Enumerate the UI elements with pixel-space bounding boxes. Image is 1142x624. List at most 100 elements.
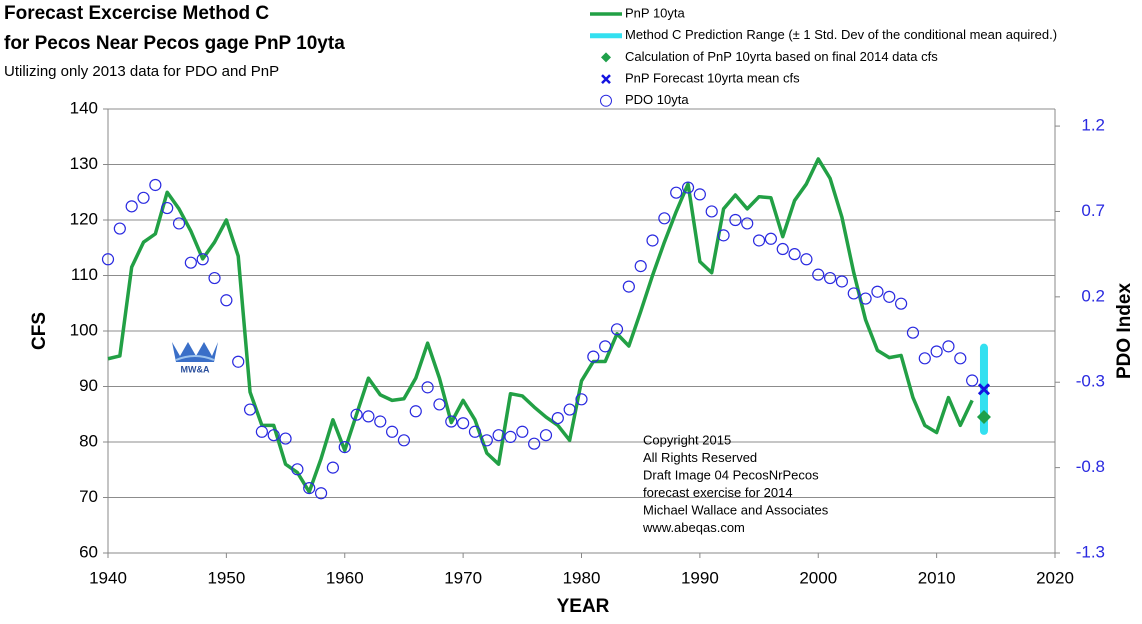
y-tick-label: 130 — [70, 154, 98, 173]
pdo-point — [823, 271, 837, 285]
y2-tick-label: -0.8 — [1076, 457, 1105, 476]
x-tick-label: 1950 — [207, 568, 245, 587]
pdo-point — [362, 410, 375, 423]
pdo-point — [717, 229, 730, 242]
annotation: www.abeqas.com — [642, 520, 745, 535]
pdo-point — [101, 253, 115, 266]
pdo-point — [255, 425, 268, 438]
pdo-point — [599, 340, 612, 353]
y-tick-label: 70 — [79, 487, 98, 506]
pdo-point — [267, 429, 280, 442]
x-tick-label: 2010 — [918, 568, 956, 587]
legend-item: PnP 10yta — [590, 5, 686, 20]
legend-label: PnP 10yta — [625, 5, 686, 20]
y-axis-label: CFS — [29, 312, 50, 350]
pdo-point — [137, 191, 150, 204]
x-tick-label: 1970 — [444, 568, 482, 587]
pdo-point — [539, 429, 553, 442]
y2-tick-label: 1.2 — [1081, 116, 1105, 135]
y-tick-label: 100 — [70, 320, 98, 339]
calc-diamond — [976, 410, 991, 425]
pdo-point — [681, 181, 695, 194]
pdo-point — [374, 415, 387, 428]
pdo-point — [776, 242, 789, 256]
pdo-point — [350, 408, 363, 421]
logo-wave — [175, 355, 215, 361]
legend-swatch — [600, 94, 612, 107]
pdo-point — [220, 294, 233, 307]
logo: MW&A — [172, 342, 218, 374]
x-axis-label: YEAR — [557, 596, 610, 617]
pdo-point — [338, 441, 351, 454]
pdo-point — [172, 217, 186, 230]
pdo-point — [113, 222, 126, 235]
pdo-point — [895, 297, 908, 310]
pdo-point — [468, 425, 482, 438]
y-tick-label: 110 — [71, 265, 98, 284]
pdo-point — [445, 415, 458, 428]
pdo-point — [314, 487, 328, 500]
pdo-point — [764, 232, 778, 245]
annotation: Copyright 2015 — [643, 432, 731, 447]
pdo-point — [634, 260, 647, 273]
y2-tick-label: -1.3 — [1076, 542, 1105, 561]
pdo-point — [303, 482, 316, 495]
pdo-point — [752, 234, 766, 247]
legend-label: Method C Prediction Range (± 1 Std. Dev … — [625, 27, 1057, 42]
pdo-point — [812, 268, 825, 281]
pdo-point — [480, 434, 493, 447]
pdo-point — [386, 425, 399, 438]
chart-title: Forecast Excercise Method C — [4, 3, 269, 24]
pdo-point — [670, 186, 683, 199]
pdo-point — [871, 285, 884, 298]
legend-label: Calculation of PnP 10yrta based on final… — [625, 49, 938, 64]
pdo-point — [741, 217, 754, 230]
y-tick-label: 90 — [79, 376, 98, 395]
legend-item: PnP Forecast 10yrta mean cfs — [601, 71, 800, 86]
x-tick-label: 2000 — [799, 568, 837, 587]
pdo-point — [906, 326, 920, 339]
y-tick-label: 60 — [79, 542, 98, 561]
pdo-point — [232, 355, 245, 368]
chart-subtitle: Utilizing only 2013 data for PDO and PnP — [4, 63, 279, 80]
pdo-point — [705, 205, 718, 218]
legend-label: PDO 10yta — [625, 92, 689, 107]
pdo-point — [504, 430, 517, 443]
pdo-point — [326, 461, 340, 474]
pdo-point — [729, 213, 742, 227]
pdo-point — [954, 352, 967, 365]
y-tick-label: 120 — [70, 209, 98, 228]
legend-swatch — [601, 52, 611, 63]
y2-axis-label: PDO Index — [1114, 283, 1135, 380]
pdo-point — [457, 417, 470, 430]
pdo-point — [397, 434, 411, 447]
pdo-point — [528, 437, 541, 450]
pdo-point — [492, 429, 505, 442]
annotation: Michael Wallace and Associates — [643, 502, 829, 517]
forecast-cross — [977, 383, 991, 396]
pdo-point — [646, 234, 659, 247]
pdo-point — [243, 403, 257, 416]
pdo-point — [551, 411, 564, 425]
pdo-point — [883, 290, 896, 303]
pdo-point — [859, 292, 872, 305]
pdo-point — [184, 256, 197, 269]
pdo-point — [421, 381, 434, 394]
pdo-point — [693, 188, 706, 201]
y2-tick-label: 0.2 — [1081, 286, 1105, 305]
pdo-point — [161, 201, 174, 215]
x-tick-label: 1940 — [89, 568, 127, 587]
pdo-point — [918, 352, 931, 365]
x-tick-label: 1980 — [563, 568, 601, 587]
pdo-point — [149, 178, 162, 192]
pdo-point — [291, 463, 304, 476]
logo-text: MW&A — [181, 364, 210, 374]
y-tick-label: 80 — [79, 431, 98, 450]
annotation: Draft Image 04 PecosNrPecos — [643, 467, 819, 482]
y-tick-label: 140 — [70, 98, 98, 117]
y2-tick-label: 0.7 — [1081, 201, 1105, 220]
pdo-point — [658, 212, 671, 225]
legend-item: Calculation of PnP 10yrta based on final… — [601, 49, 938, 64]
